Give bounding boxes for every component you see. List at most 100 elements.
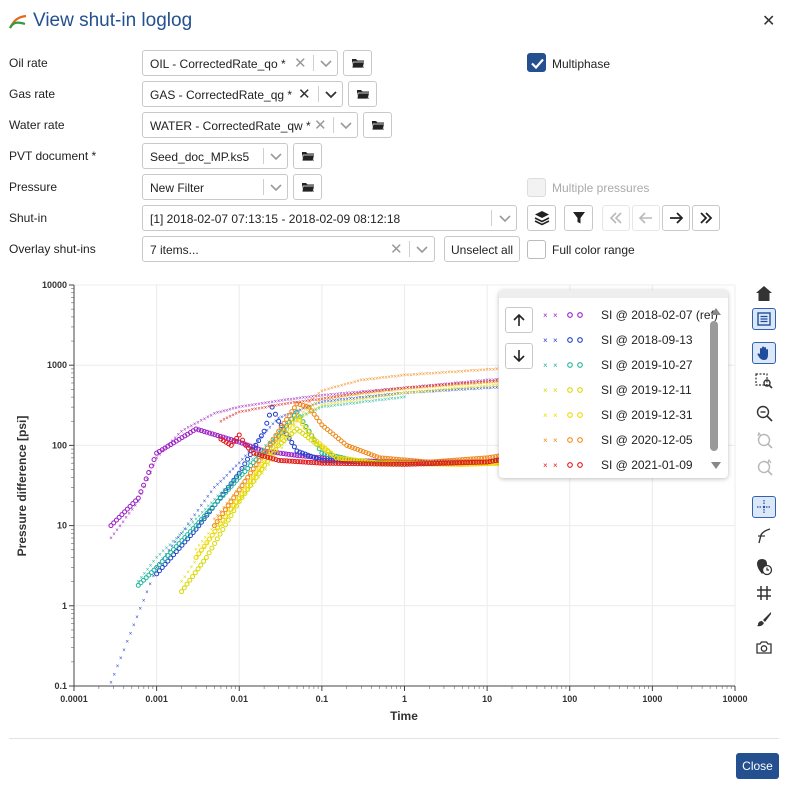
legend-toggle-icon[interactable] — [752, 308, 776, 330]
pressure-point: × — [444, 388, 448, 394]
zoom-out-icon[interactable] — [752, 402, 776, 424]
pressure-point: × — [305, 412, 309, 418]
clear-icon[interactable]: ✕ — [294, 55, 307, 72]
pressure-point: × — [305, 413, 309, 419]
camera-icon[interactable] — [752, 636, 776, 658]
legend-item[interactable]: × × SI @ 2020-12-05 — [539, 432, 693, 448]
derivative-point — [413, 458, 419, 464]
derivative-point — [225, 436, 231, 442]
layers-button[interactable] — [527, 205, 556, 231]
pressure-point: × — [210, 528, 214, 534]
pressure-point: × — [234, 475, 238, 481]
home-icon[interactable] — [752, 282, 776, 304]
legend-move-up-button[interactable] — [505, 307, 533, 333]
scroll-up-icon[interactable] — [711, 308, 721, 315]
water-rate-browse-button[interactable] — [363, 112, 392, 138]
legend-item[interactable]: × × SI @ 2021-01-09 — [539, 457, 693, 473]
legend-scrollbar[interactable] — [710, 321, 718, 451]
oil-rate-select[interactable]: OIL - CorrectedRate_qo * ✕ — [142, 50, 338, 76]
pressure-point: × — [171, 540, 175, 546]
chevron-down-icon[interactable] — [270, 182, 282, 192]
crosshair-icon[interactable] — [752, 496, 776, 518]
pressure-point: × — [140, 492, 144, 498]
pressure-point: × — [231, 413, 235, 419]
oil-rate-browse-button[interactable] — [343, 50, 372, 76]
zoom-box-icon[interactable] — [752, 370, 776, 392]
pressure-point: × — [234, 503, 238, 509]
overlay-select[interactable]: 7 items... ✕ — [142, 236, 435, 262]
legend-item[interactable]: × × SI @ 2018-02-07 (ref) — [539, 307, 718, 323]
brush-icon[interactable] — [752, 608, 776, 630]
slope-tool-icon[interactable] — [752, 524, 776, 546]
water-rate-select[interactable]: WATER - CorrectedRate_qw * ✕ — [142, 112, 358, 138]
pressure-point: × — [400, 396, 404, 402]
shut-in-value: [1] 2018-02-07 07:13:15 - 2018-02-09 08:… — [150, 212, 401, 226]
scroll-down-icon[interactable] — [711, 462, 721, 469]
filter-button[interactable] — [564, 205, 593, 231]
pvt-document-select[interactable]: Seed_doc_MP.ks5 — [142, 143, 288, 169]
arrow-left-icon — [639, 212, 652, 224]
pressure-point: × — [199, 504, 203, 510]
pressure-point: × — [403, 391, 407, 397]
pan-hand-icon[interactable] — [752, 342, 776, 364]
derivative-point — [294, 401, 300, 407]
derivative-point — [446, 458, 452, 464]
pressure-point: × — [390, 387, 394, 393]
pressure-point: × — [305, 403, 309, 409]
pressure-point: × — [409, 373, 413, 379]
pressure-point: × — [435, 384, 439, 390]
pvt-document-browse-button[interactable] — [293, 143, 322, 169]
pressure-point: × — [353, 380, 357, 386]
svg-text:×: × — [553, 461, 558, 470]
first-shut-in-button[interactable] — [602, 205, 630, 231]
legend-item[interactable]: × × SI @ 2019-10-27 — [539, 357, 693, 373]
legend-move-down-button[interactable] — [505, 343, 533, 369]
derivative-point — [316, 460, 322, 466]
next-shut-in-button[interactable] — [662, 205, 690, 231]
full-color-range-checkbox[interactable] — [527, 240, 546, 259]
legend-item[interactable]: × × SI @ 2018-09-13 — [539, 332, 693, 348]
zoom-redo-icon[interactable] — [752, 456, 776, 478]
pressure-point: × — [346, 397, 350, 403]
derivative-point — [228, 442, 234, 448]
previous-shut-in-button[interactable] — [632, 205, 660, 231]
gas-rate-select[interactable]: GAS - CorrectedRate_qg * ✕ — [142, 81, 343, 107]
chevron-down-icon[interactable] — [270, 151, 282, 161]
chevron-down-icon[interactable] — [325, 89, 337, 99]
legend-item[interactable]: × × SI @ 2019-12-11 — [539, 382, 692, 398]
derivative-point — [465, 460, 471, 466]
multiple-pressures-checkbox[interactable] — [527, 178, 546, 197]
pressure-point: × — [271, 422, 275, 428]
shut-in-select[interactable]: [1] 2018-02-07 07:13:15 - 2018-02-09 08:… — [142, 205, 517, 231]
derivative-point — [245, 456, 251, 462]
pressure-point: × — [355, 401, 359, 407]
derivative-point — [217, 433, 223, 439]
pressure-point: × — [308, 395, 312, 401]
unselect-all-button[interactable]: Unselect all — [444, 236, 521, 262]
marker-time-icon[interactable] — [752, 556, 776, 578]
multiphase-checkbox[interactable] — [527, 53, 546, 72]
clear-icon[interactable]: ✕ — [390, 241, 403, 258]
pressure-point: × — [193, 560, 197, 566]
legend-label: SI @ 2019-10-27 — [601, 357, 693, 372]
legend-item[interactable]: × × SI @ 2019-12-31 — [539, 407, 693, 423]
last-shut-in-button[interactable] — [692, 205, 720, 231]
derivative-point — [165, 553, 171, 559]
clear-icon[interactable]: ✕ — [314, 117, 327, 134]
grid-icon[interactable] — [752, 582, 776, 604]
derivative-point — [196, 520, 202, 526]
close-icon[interactable]: ✕ — [762, 13, 776, 30]
pressure-browse-button[interactable] — [293, 174, 322, 200]
close-button[interactable]: Close — [736, 753, 779, 779]
derivative-point — [316, 455, 322, 461]
gas-rate-browse-button[interactable] — [348, 81, 377, 107]
chevron-down-icon[interactable] — [499, 213, 511, 223]
clear-icon[interactable]: ✕ — [298, 86, 311, 103]
zoom-reset-icon[interactable] — [752, 429, 776, 451]
chevron-down-icon[interactable] — [340, 120, 352, 130]
pressure-select[interactable]: New Filter — [142, 174, 288, 200]
derivative-point — [242, 478, 248, 484]
chevron-down-icon[interactable] — [416, 244, 428, 254]
chevron-down-icon[interactable] — [320, 58, 332, 68]
pressure-point: × — [292, 397, 296, 403]
